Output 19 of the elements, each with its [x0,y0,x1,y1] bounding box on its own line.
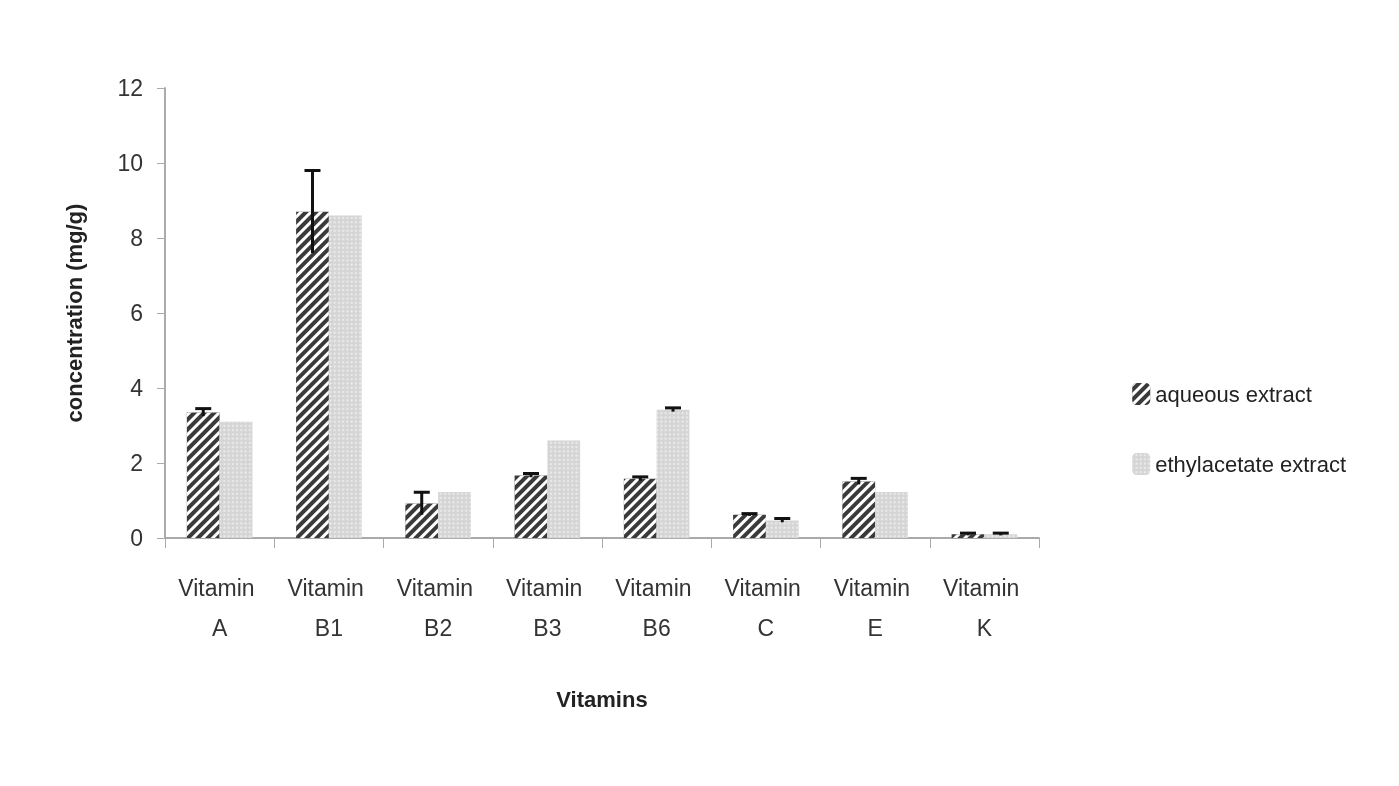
y-tick-label: 2 [130,450,143,476]
y-tick-label: 10 [117,150,143,176]
x-tick-label: Vitamin C [724,575,808,641]
legend-label: aqueous extract [1155,381,1312,407]
x-axis-title: Vitamins [556,686,648,712]
y-tick-label: 4 [130,375,144,401]
legend-label: ethylacetate extract [1155,451,1347,477]
x-tick-label: Vitamin K [943,575,1026,641]
x-tick-label: Vitamin A [178,575,261,641]
x-tick-label: Vitamin B6 [615,575,698,641]
y-tick-label: 6 [130,300,143,326]
x-tick-label: Vitamin E [833,575,917,641]
x-tick-label: Vitamin B1 [287,575,371,641]
x-tick-label: Vitamin B2 [396,575,480,641]
y-tick-label: 8 [130,225,143,251]
y-tick-label: 12 [117,75,143,101]
x-tick-label: Vitamin B3 [506,575,589,641]
y-axis-title: concentration (mg/g) [61,203,87,423]
y-tick-label: 0 [130,525,143,551]
